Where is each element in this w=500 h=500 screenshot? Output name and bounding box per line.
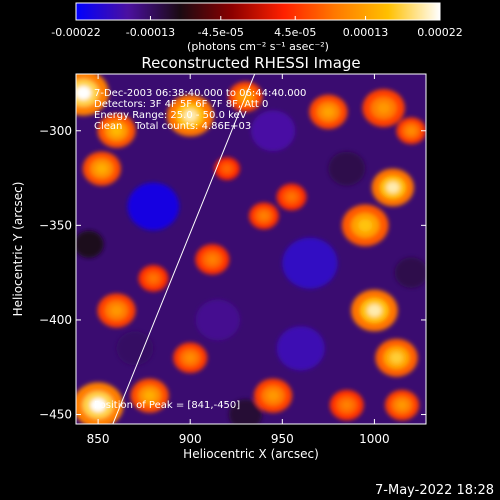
heatmap-hot-spot-core <box>185 353 196 363</box>
info-clean-counts: Clean Total counts: 4.86E+03 <box>94 121 251 132</box>
x-tick-label: 1000 <box>359 432 390 446</box>
info-overlay: 7-Dec-2003 06:38:40.000 to 06:44:40.000 … <box>94 88 306 411</box>
heatmap-cold-spot <box>394 257 426 288</box>
plot-frame <box>75 73 427 425</box>
heatmap-cold-spot <box>127 182 180 231</box>
colorbar-strip <box>75 2 441 21</box>
colorbar-tick-label: 0.00022 <box>417 26 463 39</box>
info-detectors: Detectors: 3F 4F 5F 6F 7F 8F, Att 0 <box>94 99 268 110</box>
heatmap-hot-spot-core <box>386 181 400 194</box>
info-time-range: 7-Dec-2003 06:38:40.000 to 06:44:40.000 <box>94 88 306 99</box>
colorbar-tick-label: -0.00022 <box>51 26 100 39</box>
heatmap-cold-spot <box>328 151 366 186</box>
heatmap-cold-spot <box>251 110 296 152</box>
heatmap-hot-spot-core <box>207 254 218 264</box>
heatmap-hot-spot-core <box>267 390 279 401</box>
footer-timestamp: 7-May-2022 18:28 <box>375 483 494 498</box>
colorbar-tick-label: 0.00013 <box>343 26 389 39</box>
x-axis-label: Heliocentric X (arcsec) <box>183 447 319 461</box>
heatmap-hot-spot-core <box>341 400 352 410</box>
y-tick-label: −450 <box>39 408 72 422</box>
chart-title: Reconstructed RHESSI Image <box>141 54 360 72</box>
heatmap-hot-spot-core <box>76 86 92 100</box>
heatmap-cold-spot <box>116 331 154 366</box>
x-tick-label: 950 <box>271 432 294 446</box>
heatmap-hot-spot-core <box>95 163 108 174</box>
heatmap-hot-spot-core <box>110 305 123 316</box>
colorbar-tick-label: -4.5e-05 <box>198 26 244 39</box>
plot-area: 850 900 950 1000 −300 −350 −400 −450 <box>39 73 427 446</box>
heatmap-hot-spot-core <box>148 274 158 283</box>
heatmap-cold-spot <box>195 299 240 341</box>
heatmap-hot-spot-core <box>396 400 408 410</box>
colorbar: -0.00022 -0.00013 -4.5e-05 4.5e-05 0.00013 0.… <box>51 2 463 53</box>
peak-position-label: Position of Peak = [841,-450] <box>94 400 240 411</box>
heatmap-hot-spot-core <box>390 352 403 364</box>
heatmap-hot-spot-core <box>90 398 106 412</box>
heatmap-hot-spot-core <box>183 109 198 122</box>
heatmap-layer <box>76 74 426 424</box>
heatmap-hot-spot-core <box>322 106 335 117</box>
y-tick-label: −400 <box>39 313 72 327</box>
heatmap-hot-spot-core <box>223 165 231 172</box>
x-tick-label: 850 <box>87 432 110 446</box>
heatmap-cold-spot <box>228 399 263 424</box>
colorbar-tick-label: 4.5e-05 <box>274 26 316 39</box>
colorbar-unit-label: (photons cm⁻² s⁻¹ asec⁻²) <box>187 40 329 53</box>
heatmap-cold-spot <box>282 237 338 289</box>
y-tick-label: −300 <box>39 124 72 138</box>
heatmap-hot-spot-core <box>377 102 391 114</box>
heatmap-hot-spot-core <box>110 125 123 136</box>
x-tick-label: 900 <box>179 432 202 446</box>
heatmap-hot-spot-core <box>259 211 269 220</box>
y-axis-ticks: −300 −350 −400 −450 <box>39 124 426 422</box>
info-energy-range: Energy Range: 25.0 - 50.0 keV <box>94 110 247 121</box>
heatmap-hot-spot-core <box>287 193 297 201</box>
heatmap-cold-spot <box>76 230 104 258</box>
x-axis-ticks: 850 900 950 1000 <box>87 74 390 446</box>
heatmap-hot-spot-core <box>358 219 373 232</box>
heatmap-hot-spot-core <box>406 126 416 135</box>
y-axis-label: Heliocentric Y (arcsec) <box>11 182 25 317</box>
y-tick-label: −350 <box>39 218 72 232</box>
heatmap-hot-spot-core <box>367 304 382 317</box>
heatmap-hot-spot-core <box>143 390 156 401</box>
solar-limb-line <box>112 74 256 424</box>
heatmap-cold-spot <box>276 326 325 371</box>
colorbar-ticks: -0.00022 -0.00013 -4.5e-05 4.5e-05 0.00013 0.… <box>51 16 463 39</box>
colorbar-tick-label: -0.00013 <box>126 26 175 39</box>
